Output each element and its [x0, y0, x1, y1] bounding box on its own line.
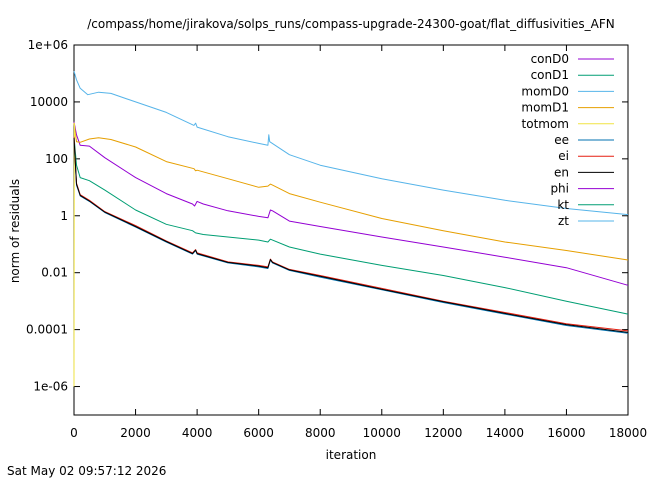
x-axis-ticks: 0 2000 4000 6000 8000 10000 12000 14000 16000 180… — [70, 45, 647, 440]
x-tick-label: 2000 — [120, 426, 151, 440]
legend-label-momD1: momD1 — [521, 101, 569, 115]
series-line-totmom — [73, 122, 77, 387]
legend: conD0 conD1 momD0 momD1 totmom ee ei en phi kt zt — [521, 52, 614, 228]
series-line-conD1 — [73, 136, 629, 315]
x-tick-label: 10000 — [363, 426, 401, 440]
series-line-conD0 — [73, 121, 629, 286]
legend-label-conD1: conD1 — [531, 68, 569, 82]
chart-title: /compass/home/jirakova/solps_runs/compas… — [87, 17, 614, 31]
legend-label-conD0: conD0 — [531, 52, 569, 66]
legend-label-ee: ee — [554, 133, 569, 147]
y-tick-label: 0.01 — [41, 266, 68, 280]
legend-label-totmom: totmom — [522, 117, 569, 131]
x-tick-label: 14000 — [486, 426, 524, 440]
y-tick-label: 10000 — [30, 95, 68, 109]
y-axis-ticks: 1e-06 0.0001 0.01 1 100 10000 1e+06 — [26, 38, 628, 394]
x-tick-label: 12000 — [424, 426, 462, 440]
x-tick-label: 8000 — [305, 426, 336, 440]
series-lines — [73, 71, 629, 387]
y-tick-label: 1 — [60, 209, 68, 223]
legend-label-zt: zt — [558, 214, 569, 228]
x-tick-label: 0 — [70, 426, 78, 440]
footer-timestamp: Sat May 02 09:57:12 2026 — [7, 464, 167, 478]
series-line-en — [73, 137, 629, 333]
y-tick-label: 100 — [45, 152, 68, 166]
y-tick-label: 1e-06 — [33, 380, 68, 394]
x-tick-label: 4000 — [182, 426, 213, 440]
x-tick-label: 18000 — [609, 426, 647, 440]
series-line-momD0 — [73, 71, 629, 216]
y-axis-label: norm of residuals — [8, 179, 22, 283]
x-tick-label: 6000 — [243, 426, 274, 440]
legend-label-ei: ei — [558, 149, 569, 163]
legend-label-kt: kt — [557, 198, 569, 212]
x-axis-label: iteration — [326, 448, 377, 462]
legend-label-phi: phi — [550, 182, 569, 196]
series-line-momD1 — [73, 123, 629, 261]
x-tick-label: 16000 — [547, 426, 585, 440]
legend-label-momD0: momD0 — [521, 84, 569, 98]
series-line-ei — [73, 136, 629, 332]
legend-label-en: en — [554, 165, 569, 179]
y-tick-label: 0.0001 — [26, 323, 68, 337]
y-tick-label: 1e+06 — [28, 38, 68, 52]
